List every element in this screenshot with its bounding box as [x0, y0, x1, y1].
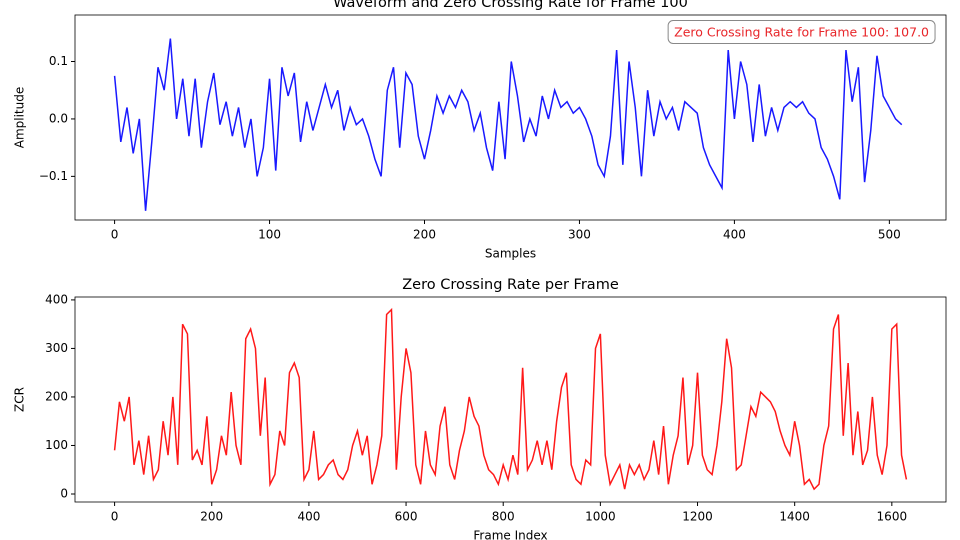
- x-axis-label: Frame Index: [473, 529, 547, 540]
- annotation-box: [667, 20, 936, 44]
- annotation: Zero Crossing Rate for Frame 100: 107.0: [674, 25, 929, 40]
- chart-title: Waveform and Zero Crossing Rate for Fram…: [333, 0, 688, 11]
- x-tick-label: 1000: [585, 510, 616, 524]
- axes-frame: [74, 296, 947, 503]
- x-tick-label: 600: [395, 510, 418, 524]
- y-tick-label: 0.1: [49, 54, 68, 68]
- y-tick-label: 200: [45, 389, 68, 403]
- x-tick-label: 200: [200, 510, 223, 524]
- x-tick-label: 1600: [877, 510, 908, 524]
- axes-frame: [74, 14, 947, 221]
- subplot: Zero Crossing Rate per Frame Frame Index Z…: [13, 277, 947, 540]
- x-tick-label: 0: [111, 228, 119, 242]
- y-tick-label: 0.0: [49, 111, 68, 125]
- x-tick-label: 1200: [682, 510, 713, 524]
- y-axis-label: Amplitude: [13, 87, 27, 149]
- x-axis-label: Samples: [485, 247, 536, 261]
- chart-title: Zero Crossing Rate per Frame: [402, 277, 619, 293]
- x-tick-label: 500: [878, 228, 901, 242]
- y-tick-label: 0: [60, 486, 68, 500]
- y-tick-label: 100: [45, 438, 68, 452]
- x-tick-label: 800: [492, 510, 515, 524]
- y-tick-label: −0.1: [39, 169, 68, 183]
- x-tick-label: 400: [723, 228, 746, 242]
- x-tick-label: 200: [413, 228, 436, 242]
- subplot: Waveform and Zero Crossing Rate for Fram…: [13, 0, 947, 261]
- y-tick-label: 400: [45, 292, 68, 306]
- line: [113, 38, 903, 211]
- y-tick-label: 300: [45, 341, 68, 355]
- x-tick-label: 100: [258, 228, 281, 242]
- y-axis-label: ZCR: [13, 387, 27, 412]
- line: [113, 307, 908, 491]
- x-tick-label: 0: [111, 510, 119, 524]
- x-tick-label: 300: [568, 228, 591, 242]
- x-tick-label: 1400: [779, 510, 810, 524]
- x-tick-label: 400: [297, 510, 320, 524]
